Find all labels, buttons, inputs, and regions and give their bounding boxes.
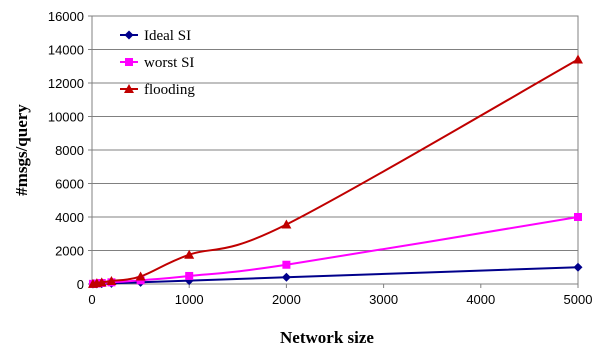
y-tick-label: 6000 [55,177,84,192]
x-axis-title: Network size [280,328,374,347]
gridlines [92,49,578,251]
x-tick-label: 1000 [175,292,204,307]
legend-label: Ideal SI [144,28,191,44]
legend-marker [124,84,134,93]
y-tick-label: 12000 [48,76,84,91]
data-point [282,260,291,269]
data-point [106,275,117,285]
y-axis-title: #msgs/query [12,104,31,196]
legend-label: flooding [144,82,195,98]
legend: Ideal SI worst SI flooding [120,28,195,98]
y-tick-label: 2000 [55,244,84,259]
data-point [574,213,582,221]
series-group [87,54,583,289]
legend-label: worst SI [144,55,194,71]
x-tick-label: 0 [88,292,95,307]
y-tick-label: 0 [77,277,84,292]
y-tick-labels: 0 2000 4000 6000 8000 10000 12000 14000 16000 [48,9,92,292]
data-point [184,249,195,259]
y-tick-label: 10000 [48,110,84,125]
data-point [573,262,583,272]
y-tick-label: 8000 [55,143,84,158]
y-tick-label: 16000 [48,9,84,24]
data-point [185,271,194,280]
x-tick-label: 5000 [564,292,593,307]
series-flooding [87,54,583,288]
x-tick-label: 2000 [272,292,301,307]
y-tick-label: 4000 [55,210,84,225]
data-point [573,54,583,64]
series-line [92,266,579,285]
data-point [96,277,107,287]
data-point [281,272,291,282]
x-tick-labels: 0 1000 2000 3000 4000 5000 [88,284,592,307]
x-tick-label: 4000 [466,292,495,307]
data-point [135,271,146,281]
legend-marker [124,30,134,40]
legend-marker [125,58,133,66]
x-tick-label: 3000 [369,292,398,307]
data-point [281,219,292,229]
y-tick-label: 14000 [48,43,84,58]
